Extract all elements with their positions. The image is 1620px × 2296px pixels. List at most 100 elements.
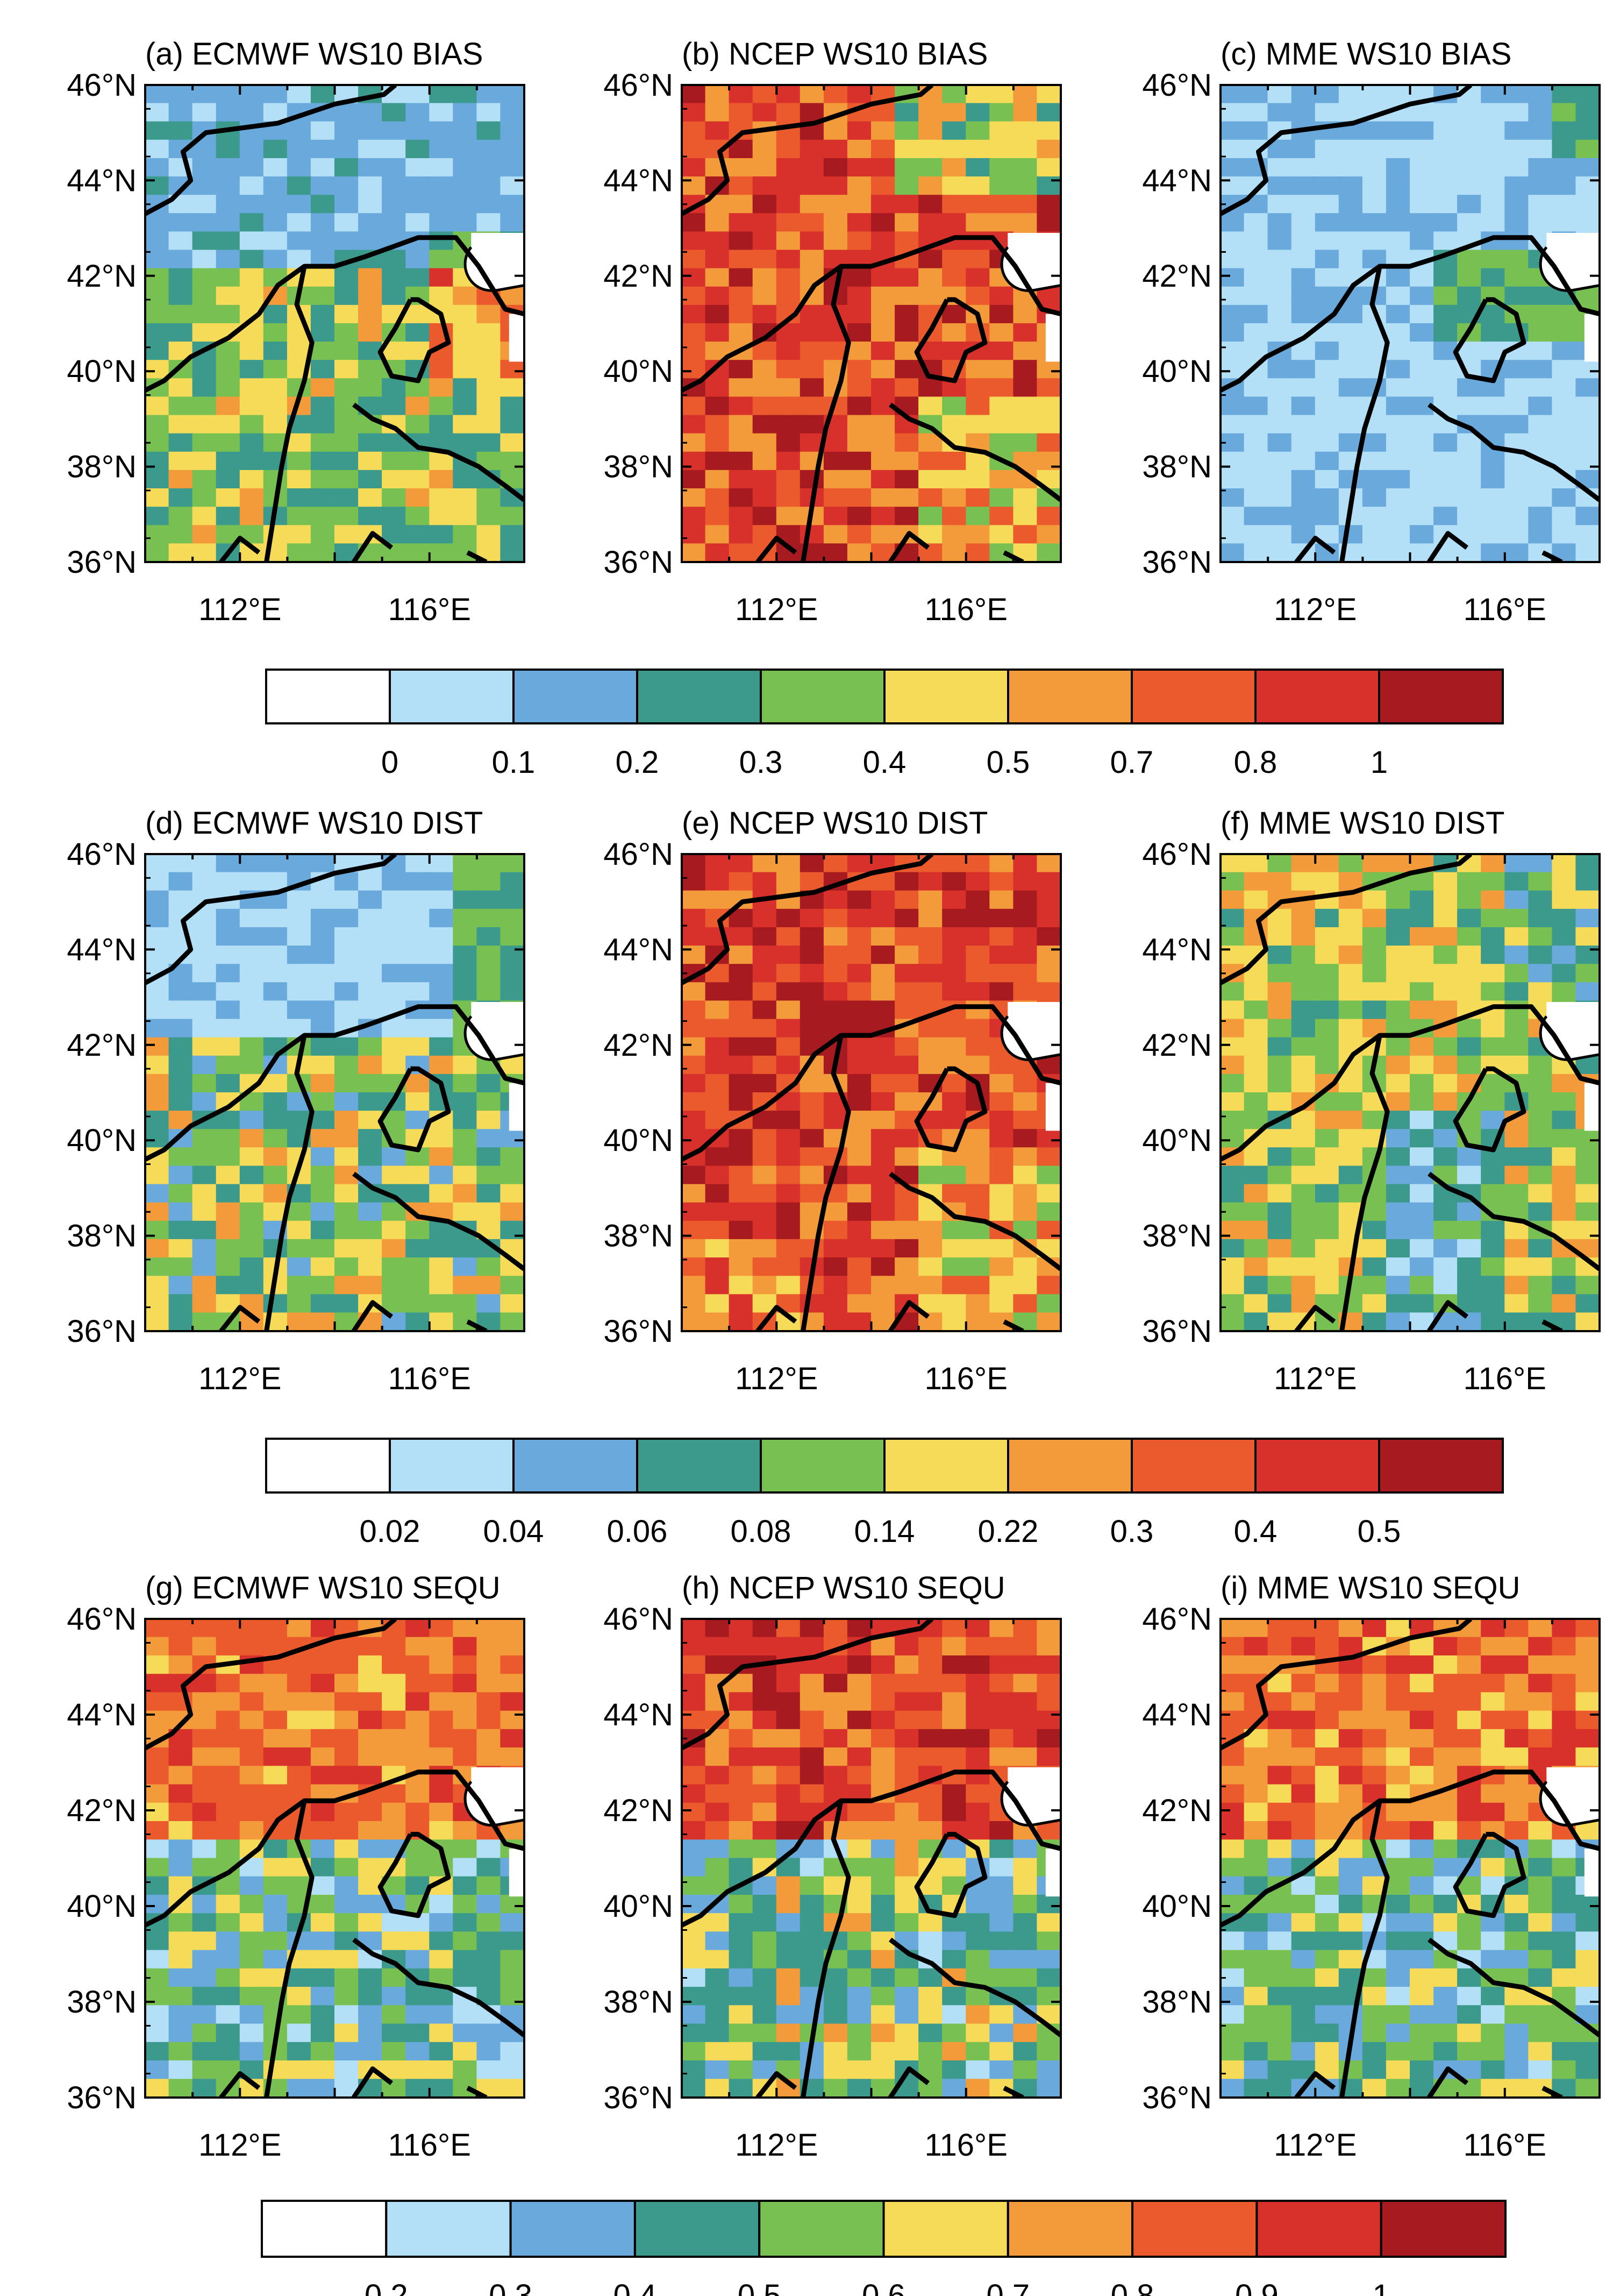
field-cell xyxy=(1481,1074,1505,1093)
field-cell xyxy=(1315,982,1340,1001)
field-cell xyxy=(1386,1165,1411,1185)
field-cell xyxy=(358,1129,383,1148)
field-cell xyxy=(1037,1987,1061,2006)
field-cell xyxy=(1504,139,1529,159)
field-cell xyxy=(752,85,777,104)
field-cell xyxy=(1575,890,1600,910)
field-cell xyxy=(1291,1968,1316,1988)
field-cell xyxy=(776,1129,801,1148)
field-cell xyxy=(358,1821,383,1840)
field-cell xyxy=(729,1802,754,1822)
field-cell xyxy=(1552,1655,1576,1675)
field-cell xyxy=(334,342,359,361)
field-cell xyxy=(989,1202,1014,1222)
field-cell xyxy=(823,1692,848,1712)
field-cell xyxy=(1338,304,1364,324)
field-cell xyxy=(752,1239,777,1259)
field-cell xyxy=(895,470,919,489)
field-cell xyxy=(1315,507,1340,526)
field-cell xyxy=(1037,1655,1061,1675)
field-cell xyxy=(1037,121,1061,141)
lon-label: 116°E xyxy=(1464,592,1546,627)
field-cell xyxy=(1504,854,1529,873)
field-cell xyxy=(800,908,825,928)
lat-label: 44°N xyxy=(1142,1697,1212,1732)
field-cell xyxy=(682,2023,706,2043)
field-cell xyxy=(1457,1692,1482,1712)
field-cell xyxy=(966,1276,990,1295)
field-cell xyxy=(453,1710,477,1730)
field-cell xyxy=(705,1821,730,1840)
field-cell xyxy=(776,1165,801,1185)
field-cell xyxy=(1481,507,1505,526)
field-cell xyxy=(239,1619,265,1638)
field-cell xyxy=(334,1147,359,1167)
field-cell xyxy=(989,304,1014,324)
field-cell xyxy=(1575,854,1600,873)
field-cell xyxy=(682,543,706,562)
colorbar-tick-label: 1 xyxy=(1371,745,1388,780)
field-cell xyxy=(263,1747,288,1767)
province-border xyxy=(1294,2071,1336,2098)
field-cell xyxy=(1386,415,1411,435)
field-cell xyxy=(1386,1055,1411,1075)
field-cell xyxy=(682,1839,706,1859)
field-cell xyxy=(500,927,524,947)
field-cell xyxy=(823,890,848,910)
field-cell xyxy=(776,1055,801,1075)
field-cell xyxy=(1552,1129,1576,1148)
field-cell xyxy=(216,872,241,892)
field-cell xyxy=(1362,2023,1387,2043)
field-cell xyxy=(1504,1294,1529,1313)
field-cell xyxy=(1362,1987,1387,2006)
field-cell xyxy=(334,946,359,965)
field-cell xyxy=(1504,1692,1529,1712)
field-cell xyxy=(145,488,170,508)
field-cell xyxy=(358,1858,383,1878)
field-cell xyxy=(682,1111,706,1130)
field-cell xyxy=(382,2042,406,2062)
field-cell xyxy=(1528,1111,1553,1130)
field-cell xyxy=(1386,1710,1411,1730)
field-cell xyxy=(216,1895,241,1914)
field-cell xyxy=(682,1692,706,1712)
field-cell xyxy=(752,176,777,196)
field-cell xyxy=(1552,1729,1576,1748)
field-cell xyxy=(1386,213,1411,232)
field-cell xyxy=(847,1729,872,1748)
field-cell xyxy=(192,1092,217,1112)
field-cell xyxy=(1552,488,1576,508)
field-cell xyxy=(310,507,336,526)
field-cell xyxy=(216,1147,241,1167)
field-cell xyxy=(1433,1987,1458,2006)
field-cell xyxy=(1504,250,1529,269)
field-cell xyxy=(476,85,501,104)
field-cell xyxy=(239,507,265,526)
field-cell xyxy=(966,1257,990,1277)
field-cell xyxy=(168,890,194,910)
field-cell xyxy=(358,872,383,892)
field-cell xyxy=(216,1747,241,1767)
field-cell xyxy=(1267,543,1293,562)
field-cell xyxy=(453,1312,477,1331)
field-cell xyxy=(358,964,383,983)
field-cell xyxy=(989,1165,1014,1185)
field-cell xyxy=(918,396,943,416)
field-cell xyxy=(1386,1092,1411,1112)
field-cell xyxy=(310,1655,336,1675)
colorbar-2: 0.2 0.3 0.4 0.5 0.6 0.7 0.8 0.9 1 xyxy=(261,2200,1507,2296)
field-cell xyxy=(382,964,406,983)
field-cell xyxy=(1433,488,1458,508)
field-cell xyxy=(682,1019,706,1039)
field-cell xyxy=(1221,415,1245,435)
field-cell xyxy=(729,872,754,892)
field-cell xyxy=(358,1220,383,1240)
field-cell xyxy=(1552,982,1576,1001)
field-cell xyxy=(1433,231,1458,251)
field-cell xyxy=(192,927,217,947)
field-cell xyxy=(216,1913,241,1932)
field-cell xyxy=(705,1165,730,1185)
field-cell xyxy=(192,1055,217,1075)
field-cell xyxy=(682,1821,706,1840)
field-cell xyxy=(145,1092,170,1112)
